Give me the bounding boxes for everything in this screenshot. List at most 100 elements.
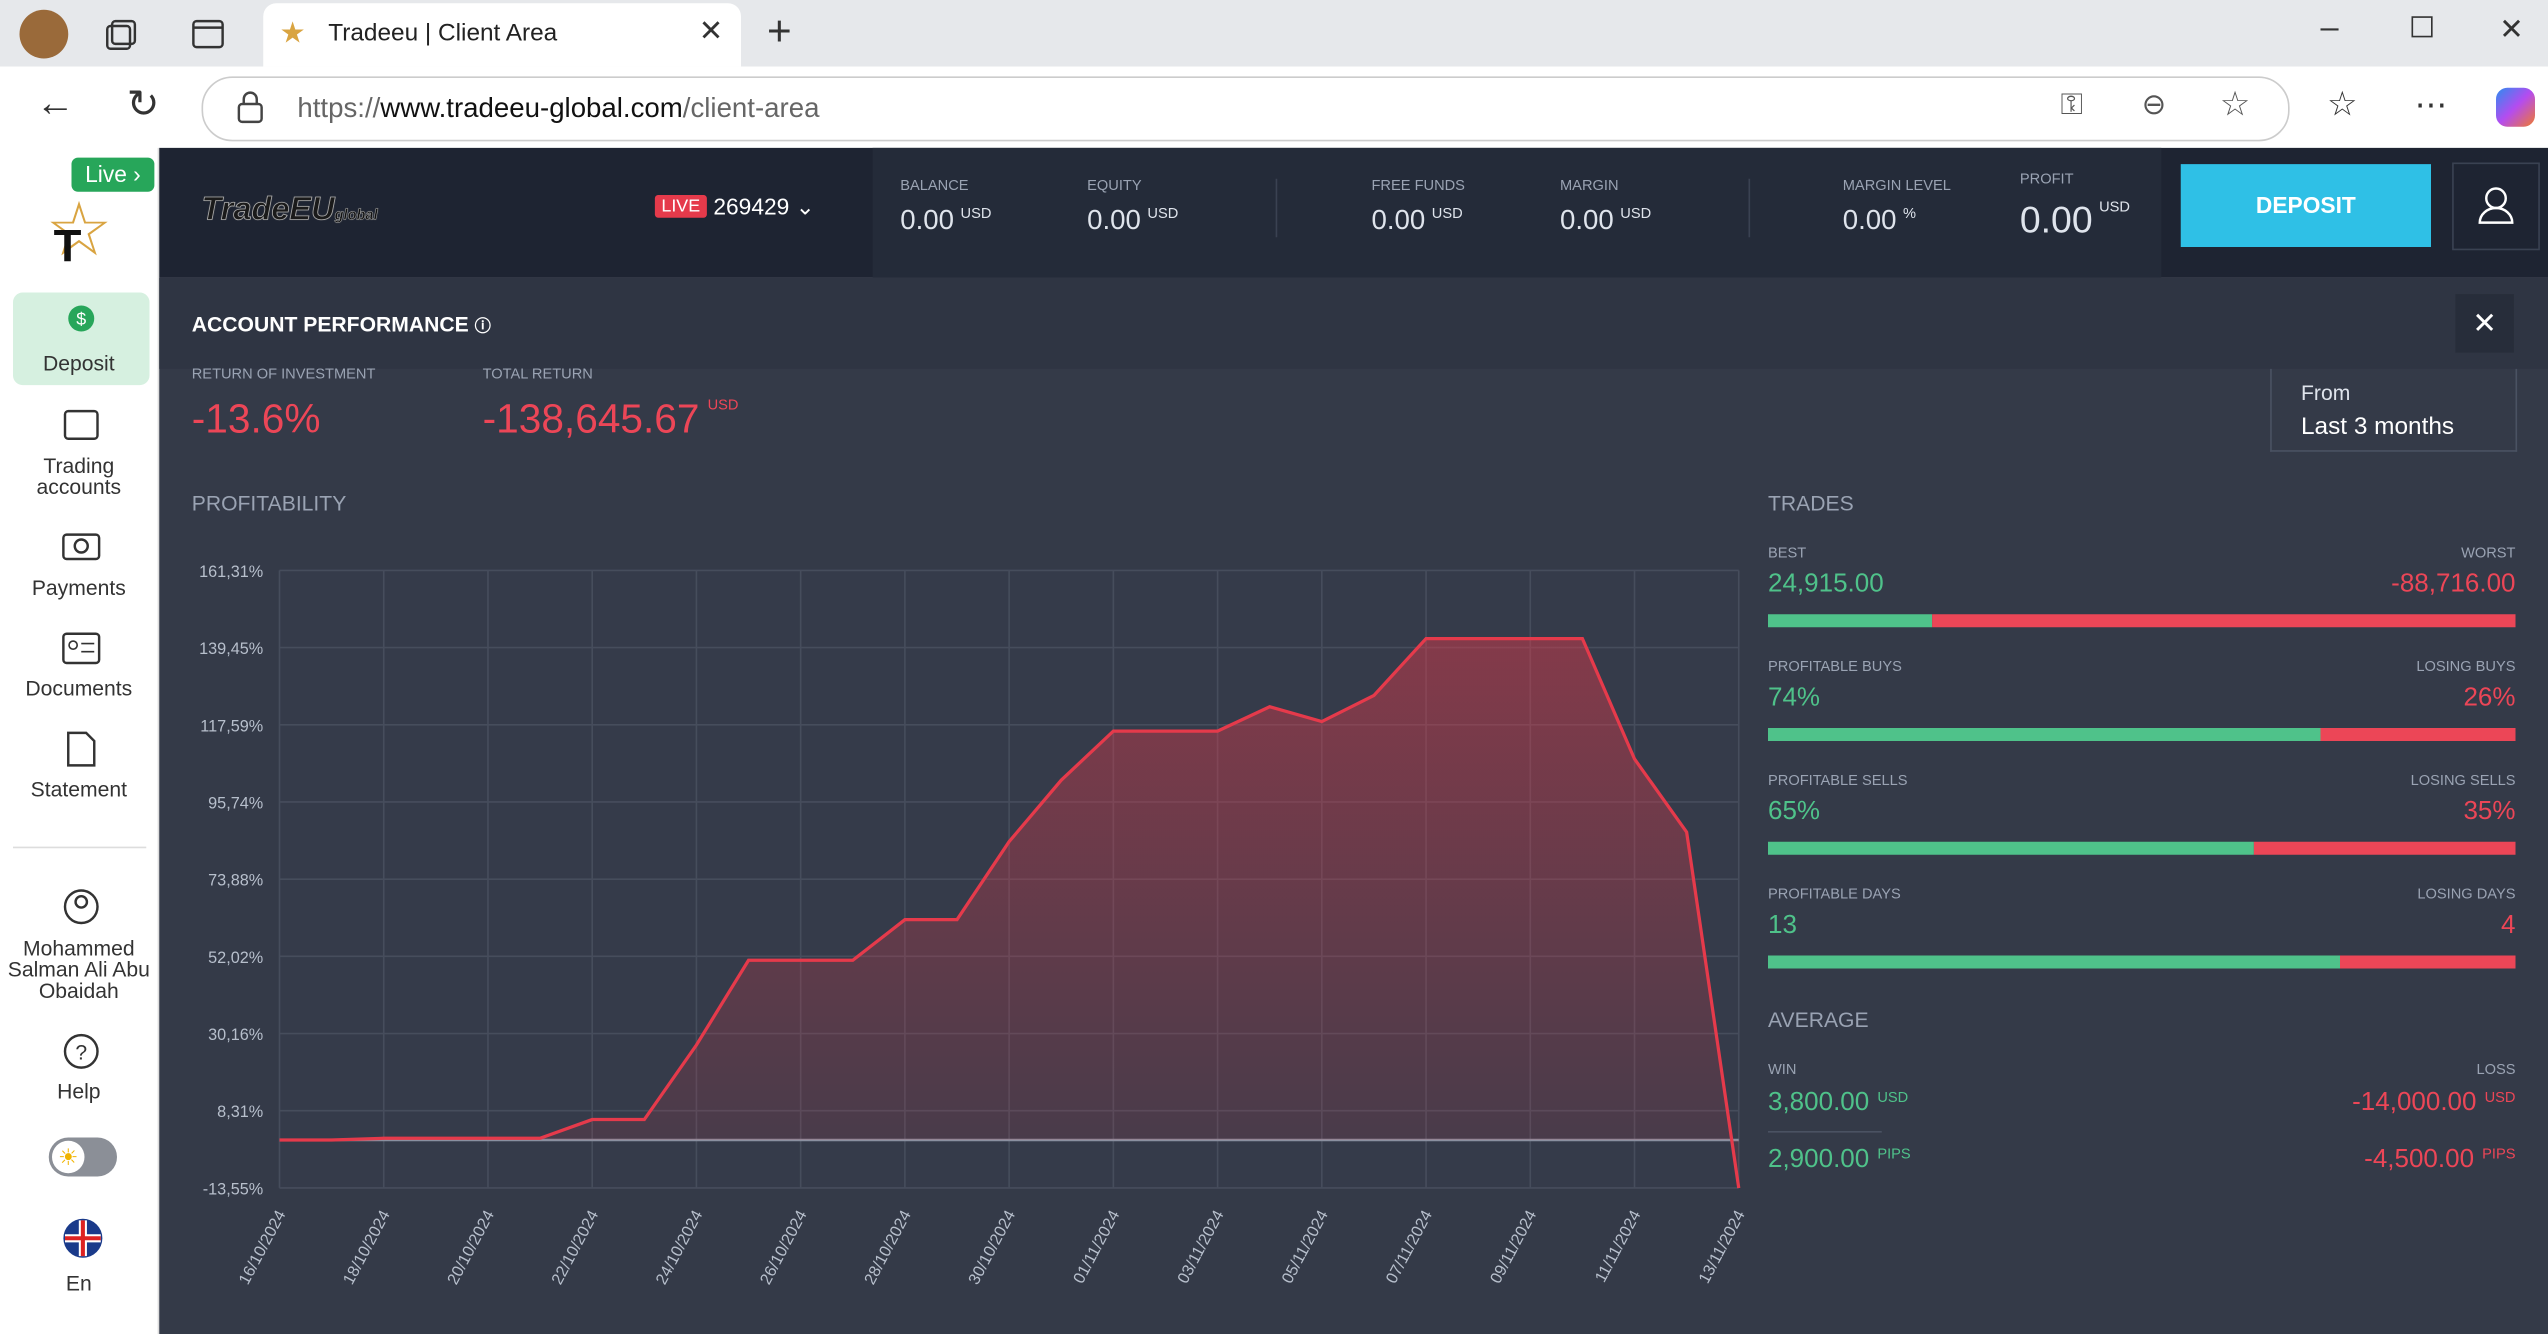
key-icon[interactable]: ⚿ (2060, 87, 2083, 121)
divider (1748, 178, 1751, 238)
average-title: AVERAGE (1768, 1007, 1869, 1032)
avg-loss: -14,000.00 USD (2191, 1088, 2515, 1118)
y-tick-label: 95,74% (208, 794, 263, 812)
trade-left-value: 24,915.00 (1768, 570, 1884, 598)
account-number-text: 269429 (713, 193, 790, 220)
total-return-value: -138,645.67 (482, 396, 700, 443)
nav-statement[interactable]: Statement (30, 776, 127, 802)
profile-avatar[interactable] (19, 9, 69, 59)
account-number[interactable]: 269429 ⌄ (713, 193, 815, 220)
logo-text: TradeEU (201, 191, 335, 228)
statement-icon (67, 731, 96, 767)
avg-number: -14,000.00 (2352, 1088, 2477, 1117)
trades-title: TRADES (1768, 490, 1854, 516)
language[interactable]: En (65, 1270, 92, 1296)
roi-label: RETURN OF INVESTMENT (191, 365, 376, 382)
line (279, 636, 1741, 1189)
trade-left-name: BEST (1768, 544, 1807, 561)
trade-right-value: 4 (2501, 911, 2516, 940)
minimize[interactable]: – (2320, 9, 2339, 46)
theme-toggle[interactable]: ☀ (48, 1137, 117, 1177)
tabs-icon[interactable] (189, 15, 228, 54)
tab-favicon: ★ (279, 16, 306, 49)
stat-number: 0.00 (2019, 198, 2093, 241)
period-select[interactable] (2270, 368, 2518, 452)
workspaces-icon[interactable] (104, 15, 143, 54)
nav-documents[interactable]: Documents (25, 676, 133, 701)
x-tick-label: 09/11/2024 (1487, 1207, 1541, 1286)
x-tick-label: 07/11/2024 (1383, 1207, 1437, 1286)
deposit-button[interactable]: DEPOSIT (2180, 164, 2431, 247)
x-tick-label: 16/10/2024 (235, 1207, 289, 1287)
active-tab[interactable] (263, 3, 741, 67)
favorite-icon[interactable]: ☆ (2219, 86, 2251, 124)
profile-button[interactable] (2452, 162, 2540, 251)
stat-unit: USD (960, 204, 992, 221)
trade-left-name: PROFITABLE DAYS (1768, 885, 1901, 902)
x-tick-label: 28/10/2024 (861, 1207, 915, 1287)
nav-trading-accounts[interactable]: Trading accounts (36, 453, 122, 499)
lock-icon (237, 91, 263, 124)
bar-good (1768, 614, 1932, 628)
win-label: WIN (1768, 1061, 1797, 1078)
roi-value: -13.6% (191, 396, 321, 443)
stat-unit: USD (1431, 204, 1463, 221)
trading-icon (63, 409, 99, 440)
address-bar[interactable] (201, 76, 2290, 142)
total-return-label: TOTAL RETURN (482, 365, 593, 382)
zoom-icon[interactable]: ⊖ (2141, 87, 2167, 121)
menu-icon[interactable]: ⋯ (2414, 87, 2448, 124)
trade-left-value: 13 (1768, 911, 1797, 940)
avg-unit: USD (1877, 1088, 1909, 1105)
avg-unit: PIPS (1877, 1145, 1911, 1162)
area-fill (279, 638, 1739, 1189)
restore[interactable] (2411, 16, 2433, 38)
bar-bad (2339, 955, 2516, 969)
favorites-icon[interactable]: ☆ (2327, 86, 2358, 124)
live-badge[interactable]: Live › (71, 157, 155, 192)
stat-value: 0.00 USD (900, 205, 991, 238)
bar-bad (1931, 614, 2516, 628)
new-tab[interactable]: + (767, 6, 792, 56)
user-name[interactable]: Mohammed Salman Ali Abu Obaidah (7, 936, 150, 1003)
trade-left-value: 74% (1768, 684, 1821, 712)
brand-t: T (53, 221, 82, 272)
x-tick-label: 24/10/2024 (652, 1207, 706, 1287)
trade-left-value: 65% (1768, 797, 1821, 826)
y-tick-label: 52,02% (208, 949, 263, 967)
tab-close[interactable]: ✕ (698, 14, 724, 48)
y-tick-label: 117,59% (200, 717, 263, 735)
close-panel[interactable]: ✕ (2455, 294, 2514, 353)
nav-deposit[interactable]: Deposit (42, 351, 115, 376)
divider (13, 846, 147, 849)
reload-button[interactable]: ↻ (126, 82, 160, 127)
period-value: Last 3 months (2301, 412, 2455, 441)
nav-help[interactable]: Help (57, 1079, 101, 1104)
tab-title: Tradeeu | Client Area (328, 19, 558, 48)
nav-payments[interactable]: Payments (31, 575, 126, 600)
trade-right-value: 35% (2463, 797, 2516, 826)
bar-bad (2321, 728, 2516, 741)
url-host: www.tradeeu-global.com (380, 92, 683, 124)
stat-label: MARGIN (1560, 177, 1619, 194)
payments-icon (62, 533, 101, 561)
stat-unit: % (1903, 204, 1917, 221)
x-tick-label: 13/11/2024 (1695, 1207, 1749, 1286)
close-window[interactable]: ✕ (2499, 13, 2524, 46)
trade-left-name: PROFITABLE SELLS (1768, 771, 1908, 789)
svg-text:?: ? (75, 1042, 87, 1065)
stat-number: 0.00 (1087, 204, 1141, 236)
deposit-icon: $ (68, 305, 95, 332)
stat-value: 0.00 USD (1087, 205, 1178, 238)
chart-title: PROFITABILITY (191, 490, 347, 516)
x-tick-label: 01/11/2024 (1070, 1207, 1124, 1286)
trade-right-name: LOSING SELLS (2410, 771, 2516, 789)
logo: TradeEUglobal (201, 191, 378, 229)
copilot-icon[interactable] (2496, 87, 2535, 127)
back-button[interactable]: ← (35, 81, 75, 126)
url-scheme: https:// (297, 92, 381, 124)
stat-unit: USD (1620, 204, 1652, 221)
panel-header (159, 277, 2548, 369)
panel-title-text: ACCOUNT PERFORMANCE (191, 312, 469, 337)
avg-number: 3,800.00 (1768, 1088, 1870, 1117)
